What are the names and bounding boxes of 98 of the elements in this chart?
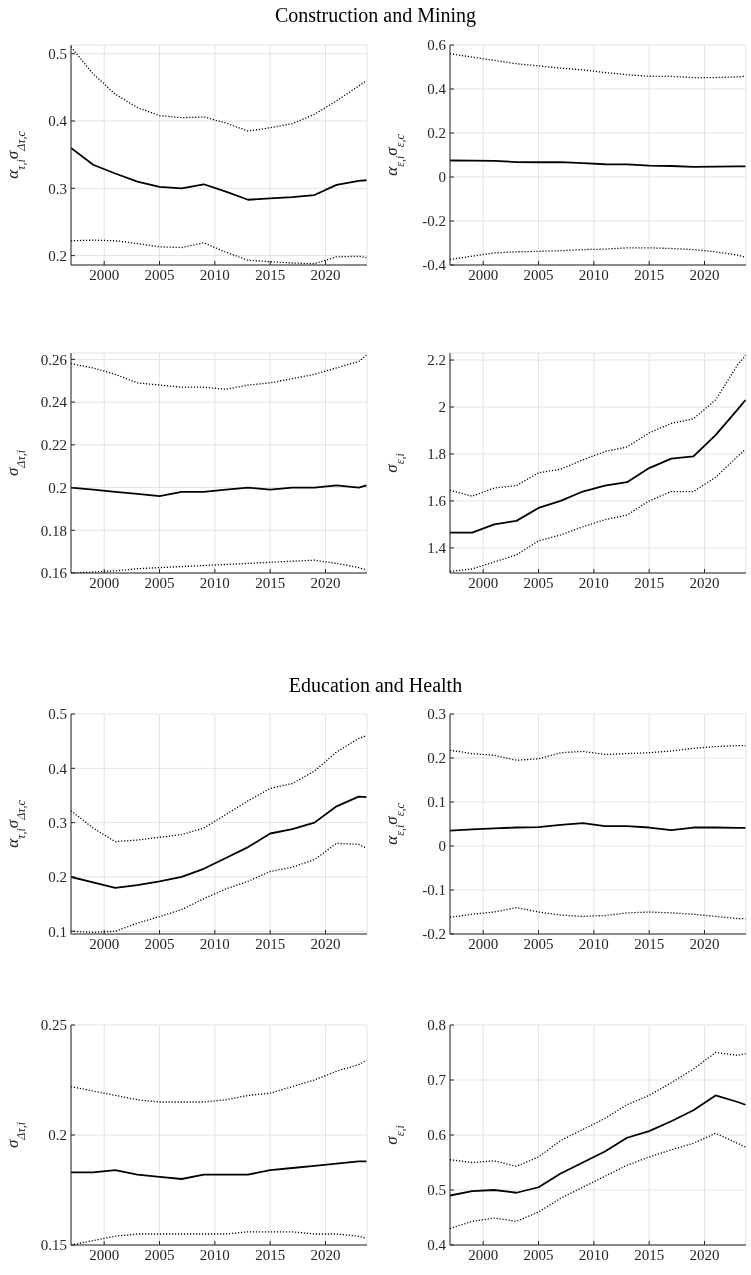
- x-tick-label: 2000: [89, 1246, 120, 1263]
- y-tick-label: 0.6: [427, 37, 447, 54]
- x-tick-label: 2015: [634, 574, 665, 591]
- chart-title: Construction and Mining: [273, 4, 478, 27]
- y-tick-label: 0.4: [427, 81, 447, 98]
- line-series: [71, 1059, 367, 1103]
- y-tick-label: 0.4: [48, 113, 68, 130]
- line-series: [71, 795, 367, 889]
- line-series: [71, 484, 367, 498]
- y-tick-label: 0: [438, 838, 446, 855]
- line-series: [450, 1094, 746, 1197]
- y-tick-label: 1.8: [427, 446, 446, 463]
- y-tick-label: 2: [438, 399, 446, 416]
- x-tick-label: 2010: [578, 935, 609, 952]
- x-tick-label: 2020: [689, 935, 720, 952]
- y-tick-label: 0.22: [40, 437, 67, 454]
- y-tick-label: 0.1: [48, 923, 67, 940]
- line-series: [450, 53, 746, 79]
- x-tick-label: 2010: [199, 935, 230, 952]
- y-tick-label: 0.18: [40, 522, 67, 539]
- y-tick-label: 0.4: [48, 760, 68, 777]
- x-tick-label: 2015: [634, 266, 665, 283]
- y-tick-label: 2.2: [427, 352, 446, 369]
- y-tick-label: 0.3: [427, 706, 446, 723]
- x-tick-label: 2020: [310, 935, 341, 952]
- x-tick-label: 2015: [634, 1246, 665, 1263]
- x-tick-label: 2000: [468, 266, 499, 283]
- x-tick-label: 2020: [689, 574, 720, 591]
- line-series: [450, 1132, 746, 1230]
- x-tick-label: 2020: [310, 266, 341, 283]
- y-tick-label: -0.1: [422, 882, 446, 899]
- y-tick-label: 0.6: [427, 1127, 447, 1144]
- x-tick-label: 2015: [255, 266, 286, 283]
- x-tick-label: 2015: [634, 935, 665, 952]
- y-tick-label: 0.2: [427, 125, 446, 142]
- x-tick-label: 2005: [144, 266, 175, 283]
- line-series: [450, 247, 746, 261]
- x-tick-label: 2005: [144, 935, 175, 952]
- x-tick-label: 2005: [523, 574, 554, 591]
- x-tick-label: 2000: [468, 574, 499, 591]
- y-tick-label: 0.2: [48, 247, 67, 264]
- y-tick-label: 0.7: [427, 1072, 447, 1089]
- x-tick-label: 2015: [255, 574, 286, 591]
- y-tick-label: 0.2: [48, 1127, 67, 1144]
- x-tick-label: 2005: [523, 266, 554, 283]
- x-tick-label: 2010: [199, 574, 230, 591]
- y-tick-label: 0.25: [40, 1017, 67, 1034]
- line-series: [450, 906, 746, 920]
- y-tick-label: 0.2: [48, 479, 67, 496]
- y-tick-label: 1.4: [427, 540, 447, 557]
- y-tick-label: 0.8: [427, 1017, 446, 1034]
- x-tick-label: 2005: [144, 1246, 175, 1263]
- x-tick-label: 2010: [578, 574, 609, 591]
- x-tick-label: 2000: [89, 935, 120, 952]
- y-tick-label: 1.6: [427, 493, 447, 510]
- x-tick-label: 2000: [468, 935, 499, 952]
- y-tick-label: 0.5: [48, 46, 67, 63]
- x-tick-label: 2010: [199, 1246, 230, 1263]
- y-tick-label: 0.15: [40, 1237, 67, 1254]
- x-tick-label: 2000: [89, 574, 120, 591]
- y-tick-label: 0: [438, 169, 446, 186]
- line-series: [450, 822, 746, 832]
- x-tick-label: 2015: [255, 935, 286, 952]
- x-tick-label: 2005: [144, 574, 175, 591]
- line-series: [71, 147, 367, 201]
- x-tick-label: 2000: [468, 1246, 499, 1263]
- x-tick-label: 2010: [199, 266, 230, 283]
- y-tick-label: 0.5: [427, 1182, 446, 1199]
- x-tick-label: 2020: [310, 574, 341, 591]
- y-tick-label: 0.1: [427, 794, 446, 811]
- x-tick-label: 2005: [523, 935, 554, 952]
- line-series: [71, 735, 367, 843]
- y-tick-label: 0.2: [427, 750, 446, 767]
- x-tick-label: 2010: [578, 266, 609, 283]
- x-tick-label: 2020: [310, 1246, 341, 1263]
- x-tick-label: 2010: [578, 1246, 609, 1263]
- x-tick-label: 2000: [89, 266, 120, 283]
- y-tick-label: 0.2: [48, 869, 67, 886]
- x-tick-label: 2020: [689, 266, 720, 283]
- y-tick-label: 0.26: [40, 351, 68, 368]
- y-tick-label: 0.16: [40, 565, 68, 582]
- y-tick-label: 0.4: [427, 1237, 447, 1254]
- y-tick-label: 0.3: [48, 180, 67, 197]
- y-tick-label: -0.2: [422, 213, 446, 230]
- y-tick-label: 0.3: [48, 814, 67, 831]
- line-series: [450, 1051, 746, 1167]
- y-tick-label: -0.2: [422, 926, 446, 943]
- line-series: [450, 745, 746, 761]
- x-tick-label: 2015: [255, 1246, 286, 1263]
- line-series: [450, 159, 746, 168]
- line-series: [450, 399, 746, 534]
- x-tick-label: 2005: [523, 1246, 554, 1263]
- y-tick-label: 0.5: [48, 706, 67, 723]
- line-series: [71, 1160, 367, 1180]
- x-tick-label: 2020: [689, 1246, 720, 1263]
- y-tick-label: 0.24: [40, 394, 68, 411]
- chart-title: Education and Health: [287, 674, 464, 697]
- y-tick-label: -0.4: [422, 257, 447, 274]
